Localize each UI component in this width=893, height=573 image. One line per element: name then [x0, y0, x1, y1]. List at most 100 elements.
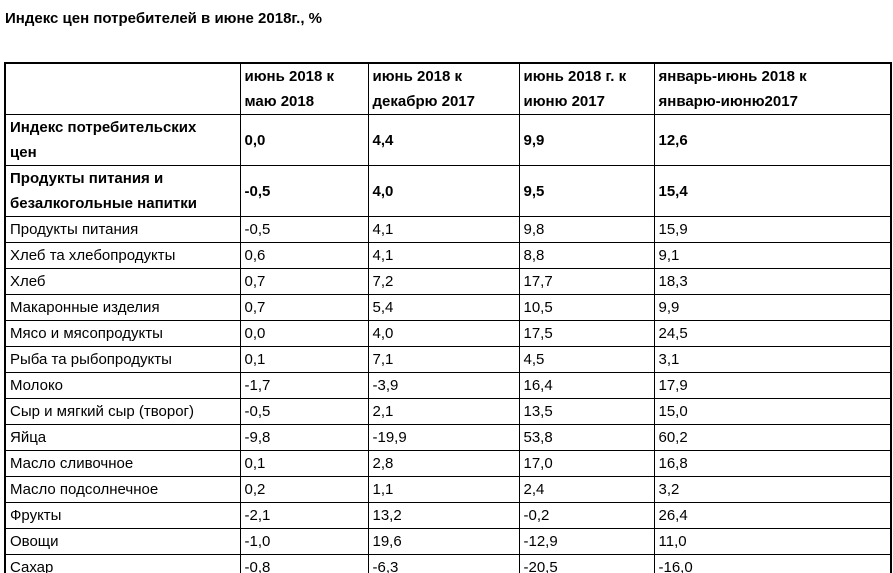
value-cell: 4,1 [367, 216, 520, 243]
value-cell: 3,2 [653, 476, 892, 503]
value-cell: 3,1 [653, 346, 892, 373]
value-cell: 24,5 [653, 320, 892, 347]
table-row: Продукты питания и безалкогольные напитк… [4, 165, 892, 217]
value-cell: 4,5 [518, 346, 655, 373]
value-cell: 15,9 [653, 216, 892, 243]
table-row: Молоко -1,7 -3,9 16,4 17,9 [4, 372, 892, 399]
value-cell: 16,4 [518, 372, 655, 399]
row-label: Мясо и мясопродукты [4, 320, 241, 347]
value-cell: 5,4 [367, 294, 520, 321]
value-cell: 17,7 [518, 268, 655, 295]
value-cell: 17,5 [518, 320, 655, 347]
value-cell: 17,0 [518, 450, 655, 477]
value-cell: 13,5 [518, 398, 655, 425]
value-cell: 26,4 [653, 502, 892, 529]
value-cell: -0,8 [239, 554, 369, 573]
header-june2018-to-dec2017: июнь 2018 к декабрю 2017 [367, 62, 520, 115]
table-row: Хлеб 0,7 7,2 17,7 18,3 [4, 268, 892, 295]
value-cell: 19,6 [367, 528, 520, 555]
value-cell: 2,1 [367, 398, 520, 425]
table-row: Фрукты -2,1 13,2 -0,2 26,4 [4, 502, 892, 529]
table-row: Рыба та рыбопродукты 0,1 7,1 4,5 3,1 [4, 346, 892, 373]
row-label: Яйца [4, 424, 241, 451]
row-label: Масло сливочное [4, 450, 241, 477]
value-cell: 53,8 [518, 424, 655, 451]
header-row: июнь 2018 к маю 2018 июнь 2018 к декабрю… [4, 62, 892, 115]
table-row: Индекс потребительских цен 0,0 4,4 9,9 12,6 [4, 114, 892, 166]
value-cell: 12,6 [653, 114, 892, 166]
value-cell: 60,2 [653, 424, 892, 451]
value-cell: -0,2 [518, 502, 655, 529]
row-label: Индекс потребительских цен [4, 114, 241, 166]
value-cell: -1,7 [239, 372, 369, 399]
value-cell: 9,8 [518, 216, 655, 243]
row-label: Овощи [4, 528, 241, 555]
value-cell: 2,4 [518, 476, 655, 503]
value-cell: 7,2 [367, 268, 520, 295]
value-cell: -0,5 [239, 398, 369, 425]
value-cell: -12,9 [518, 528, 655, 555]
row-label: Продукты питания и безалкогольные напитк… [4, 165, 241, 217]
value-cell: -3,9 [367, 372, 520, 399]
value-cell: 9,9 [653, 294, 892, 321]
header-janjune2018-to-janjune2017: январь-июнь 2018 к январю-июню2017 [653, 62, 892, 115]
value-cell: -16,0 [653, 554, 892, 573]
row-label: Фрукты [4, 502, 241, 529]
value-cell: 10,5 [518, 294, 655, 321]
value-cell: 16,8 [653, 450, 892, 477]
page-title: Индекс цен потребителей в июне 2018г., % [5, 10, 322, 27]
value-cell: -9,8 [239, 424, 369, 451]
table-row: Продукты питания -0,5 4,1 9,8 15,9 [4, 216, 892, 243]
table-row: Сыр и мягкий сыр (творог) -0,5 2,1 13,5 15,0 [4, 398, 892, 425]
table-row: Хлеб та хлебопродукты 0,6 4,1 8,8 9,1 [4, 242, 892, 269]
row-label: Хлеб та хлебопродукты [4, 242, 241, 269]
value-cell: 15,0 [653, 398, 892, 425]
value-cell: 4,4 [367, 114, 520, 166]
table-row: Сахар -0,8 -6,3 -20,5 -16,0 [4, 554, 892, 573]
value-cell: 0,2 [239, 476, 369, 503]
value-cell: 2,8 [367, 450, 520, 477]
table-row: Овощи -1,0 19,6 -12,9 11,0 [4, 528, 892, 555]
value-cell: -0,5 [239, 216, 369, 243]
value-cell: 0,0 [239, 114, 369, 166]
value-cell: 0,0 [239, 320, 369, 347]
header-june2018-to-may2018: июнь 2018 к маю 2018 [239, 62, 369, 115]
value-cell: -6,3 [367, 554, 520, 573]
row-label: Хлеб [4, 268, 241, 295]
table-row: Мясо и мясопродукты 0,0 4,0 17,5 24,5 [4, 320, 892, 347]
value-cell: 4,1 [367, 242, 520, 269]
value-cell: -1,0 [239, 528, 369, 555]
row-label: Сыр и мягкий сыр (творог) [4, 398, 241, 425]
row-label: Макаронные изделия [4, 294, 241, 321]
table-body: Индекс потребительских цен 0,0 4,4 9,9 12,6 П… [4, 114, 892, 573]
value-cell: 0,7 [239, 294, 369, 321]
value-cell: 13,2 [367, 502, 520, 529]
corner-header-cell [4, 62, 241, 115]
value-cell: 17,9 [653, 372, 892, 399]
value-cell: -2,1 [239, 502, 369, 529]
value-cell: -20,5 [518, 554, 655, 573]
header-june2018-to-june2017: июнь 2018 г. к июню 2017 [518, 62, 655, 115]
value-cell: 11,0 [653, 528, 892, 555]
value-cell: 1,1 [367, 476, 520, 503]
row-label: Масло подсолнечное [4, 476, 241, 503]
table-row: Масло сливочное 0,1 2,8 17,0 16,8 [4, 450, 892, 477]
value-cell: 18,3 [653, 268, 892, 295]
table-row: Макаронные изделия 0,7 5,4 10,5 9,9 [4, 294, 892, 321]
value-cell: -19,9 [367, 424, 520, 451]
row-label: Продукты питания [4, 216, 241, 243]
row-label: Рыба та рыбопродукты [4, 346, 241, 373]
value-cell: 9,5 [518, 165, 655, 217]
row-label: Сахар [4, 554, 241, 573]
value-cell: 4,0 [367, 165, 520, 217]
value-cell: 0,1 [239, 346, 369, 373]
value-cell: 7,1 [367, 346, 520, 373]
value-cell: 15,4 [653, 165, 892, 217]
value-cell: -0,5 [239, 165, 369, 217]
value-cell: 4,0 [367, 320, 520, 347]
value-cell: 0,7 [239, 268, 369, 295]
value-cell: 8,8 [518, 242, 655, 269]
row-label: Молоко [4, 372, 241, 399]
price-index-table: июнь 2018 к маю 2018 июнь 2018 к декабрю… [4, 62, 892, 573]
